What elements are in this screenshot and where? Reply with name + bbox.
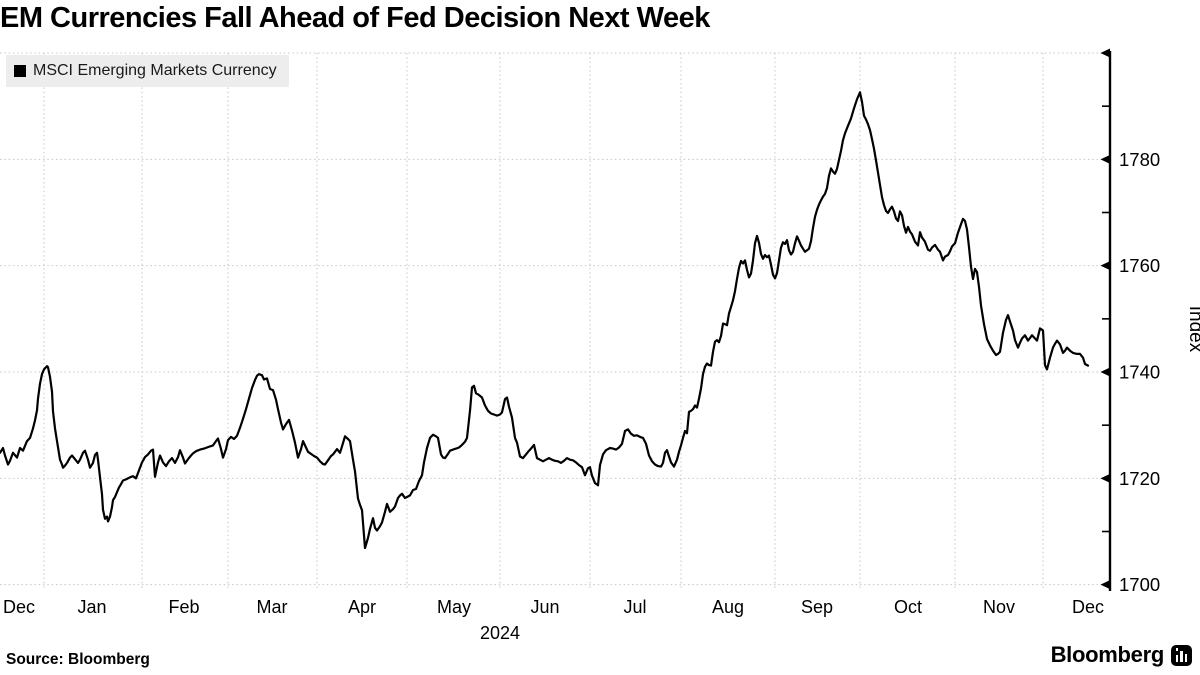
x-tick-label: Feb — [168, 597, 199, 617]
brand-name: Bloomberg — [1050, 642, 1165, 667]
x-tick-label: Oct — [894, 597, 922, 617]
series-line-msci-em-currency — [0, 91, 1090, 550]
y-tick-label: 1700 — [1119, 574, 1160, 595]
x-tick-label: Mar — [257, 597, 288, 617]
y-major-tick — [1100, 261, 1110, 271]
y-major-tick — [1100, 48, 1110, 58]
brand-footer: Bloomberg — [1051, 642, 1192, 668]
x-tick-label: Jun — [530, 597, 559, 617]
y-axis-title: Index — [1185, 305, 1200, 353]
y-major-tick — [1100, 367, 1110, 377]
y-tick-label: 1780 — [1119, 149, 1160, 170]
x-tick-label: Jul — [623, 597, 646, 617]
y-tick-label: 1740 — [1119, 361, 1160, 382]
x-tick-label: Aug — [712, 597, 744, 617]
x-tick-label: Dec — [3, 597, 35, 617]
legend: MSCI Emerging Markets Currency — [6, 55, 289, 87]
y-major-tick — [1100, 580, 1110, 590]
y-tick-label: 1720 — [1119, 468, 1160, 489]
x-tick-label: Apr — [348, 597, 376, 617]
y-tick-label: 1760 — [1119, 255, 1160, 276]
bloomberg-logo-icon — [1171, 644, 1192, 666]
y-major-tick — [1100, 154, 1110, 164]
x-tick-label: Jan — [77, 597, 106, 617]
source-credit: Source: Bloomberg — [6, 651, 150, 668]
x-axis-year-label: 2024 — [479, 623, 521, 643]
page-title: EM Currencies Fall Ahead of Fed Decision… — [0, 2, 710, 34]
x-tick-label: Dec — [1072, 597, 1104, 617]
x-tick-label: May — [437, 597, 471, 617]
y-major-tick — [1100, 473, 1110, 483]
x-tick-label: Nov — [983, 597, 1015, 617]
x-tick-label: Sep — [801, 597, 833, 617]
legend-swatch-icon — [14, 65, 26, 77]
legend-label: MSCI Emerging Markets Currency — [33, 62, 277, 79]
